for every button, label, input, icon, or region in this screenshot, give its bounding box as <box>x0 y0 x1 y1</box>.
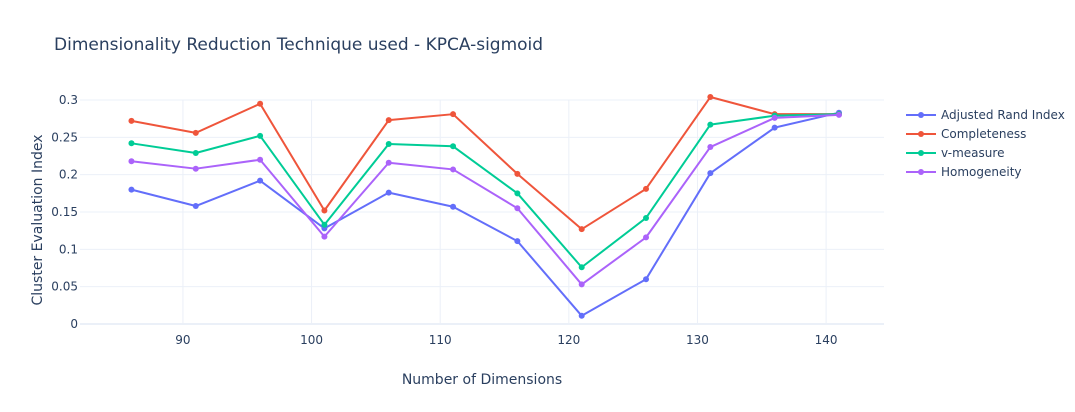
x-tick-label: 130 <box>686 333 709 347</box>
x-tick-label: 110 <box>429 333 452 347</box>
legend-item[interactable]: v-measure <box>906 146 1004 160</box>
y-tick-label: 0.3 <box>59 93 78 107</box>
y-axis-title: Cluster Evaluation Index <box>30 134 46 305</box>
data-point <box>707 121 714 128</box>
x-axis-ticks: 90 100 110 120 130 140 <box>175 333 837 347</box>
x-tick-label: 100 <box>300 333 323 347</box>
data-point <box>385 141 392 148</box>
x-axis-title: Number of Dimensions <box>402 372 562 388</box>
data-point <box>707 170 714 177</box>
legend-label: Completeness <box>941 127 1026 141</box>
y-axis-ticks: 0 0.05 0.1 0.15 0.2 0.25 0.3 <box>51 93 78 331</box>
data-point <box>257 156 264 163</box>
legend-label: v-measure <box>941 146 1004 160</box>
data-point <box>128 140 135 147</box>
y-tick-label: 0 <box>70 317 78 331</box>
data-point <box>321 233 328 240</box>
data-point <box>385 189 392 196</box>
legend-label: Homogeneity <box>941 165 1022 179</box>
grid <box>80 99 884 325</box>
data-point <box>128 117 135 124</box>
y-tick-label: 0.2 <box>59 168 78 182</box>
data-point <box>450 203 457 210</box>
series-homogeneity <box>128 111 842 288</box>
chart-title: Dimensionality Reduction Technique used … <box>54 35 543 55</box>
legend-swatch-marker <box>918 150 924 156</box>
data-point <box>192 203 199 210</box>
data-point <box>514 238 521 245</box>
legend-swatch-marker <box>918 112 924 118</box>
x-tick-label: 120 <box>557 333 580 347</box>
data-point <box>128 158 135 165</box>
legend-swatch-marker <box>918 131 924 137</box>
data-point <box>450 143 457 150</box>
y-tick-label: 0.15 <box>51 205 78 219</box>
legend-label: Adjusted Rand Index <box>941 108 1065 122</box>
x-tick-label: 140 <box>815 333 838 347</box>
data-point <box>514 190 521 197</box>
data-point <box>321 207 328 214</box>
data-point <box>643 185 650 192</box>
series-line <box>131 111 840 317</box>
series-lines <box>128 94 842 319</box>
legend[interactable]: Adjusted Rand Index Completeness v-measure… <box>906 108 1065 179</box>
data-point <box>771 114 778 121</box>
data-point <box>643 214 650 221</box>
legend-item[interactable]: Adjusted Rand Index <box>906 108 1065 122</box>
series-line <box>131 96 839 231</box>
data-point <box>257 100 264 107</box>
data-point <box>771 124 778 131</box>
legend-item[interactable]: Completeness <box>906 127 1026 141</box>
legend-item[interactable]: Homogeneity <box>906 165 1022 179</box>
data-point <box>578 264 585 271</box>
data-point <box>578 226 585 233</box>
y-tick-label: 0.05 <box>51 280 78 294</box>
data-point <box>192 165 199 172</box>
legend-swatch-marker <box>918 169 924 175</box>
data-point <box>257 132 264 139</box>
data-point <box>643 276 650 283</box>
data-point <box>192 150 199 157</box>
data-point <box>385 159 392 166</box>
x-tick-label: 90 <box>175 333 190 347</box>
data-point <box>514 205 521 212</box>
data-point <box>450 111 457 118</box>
data-point <box>257 177 264 184</box>
data-point <box>192 129 199 136</box>
y-tick-label: 0.25 <box>51 130 78 144</box>
y-tick-label: 0.1 <box>59 242 78 256</box>
data-point <box>128 186 135 193</box>
series-adjusted-rand-index <box>128 109 842 319</box>
data-point <box>385 117 392 124</box>
series-line <box>131 113 839 269</box>
data-point <box>578 312 585 319</box>
data-point <box>514 170 521 177</box>
series-line <box>131 113 840 286</box>
data-point <box>707 144 714 151</box>
data-point <box>321 221 328 228</box>
data-point <box>707 94 714 101</box>
data-point <box>450 166 457 173</box>
data-point <box>578 281 585 288</box>
data-point <box>643 234 650 241</box>
data-point <box>835 111 842 118</box>
